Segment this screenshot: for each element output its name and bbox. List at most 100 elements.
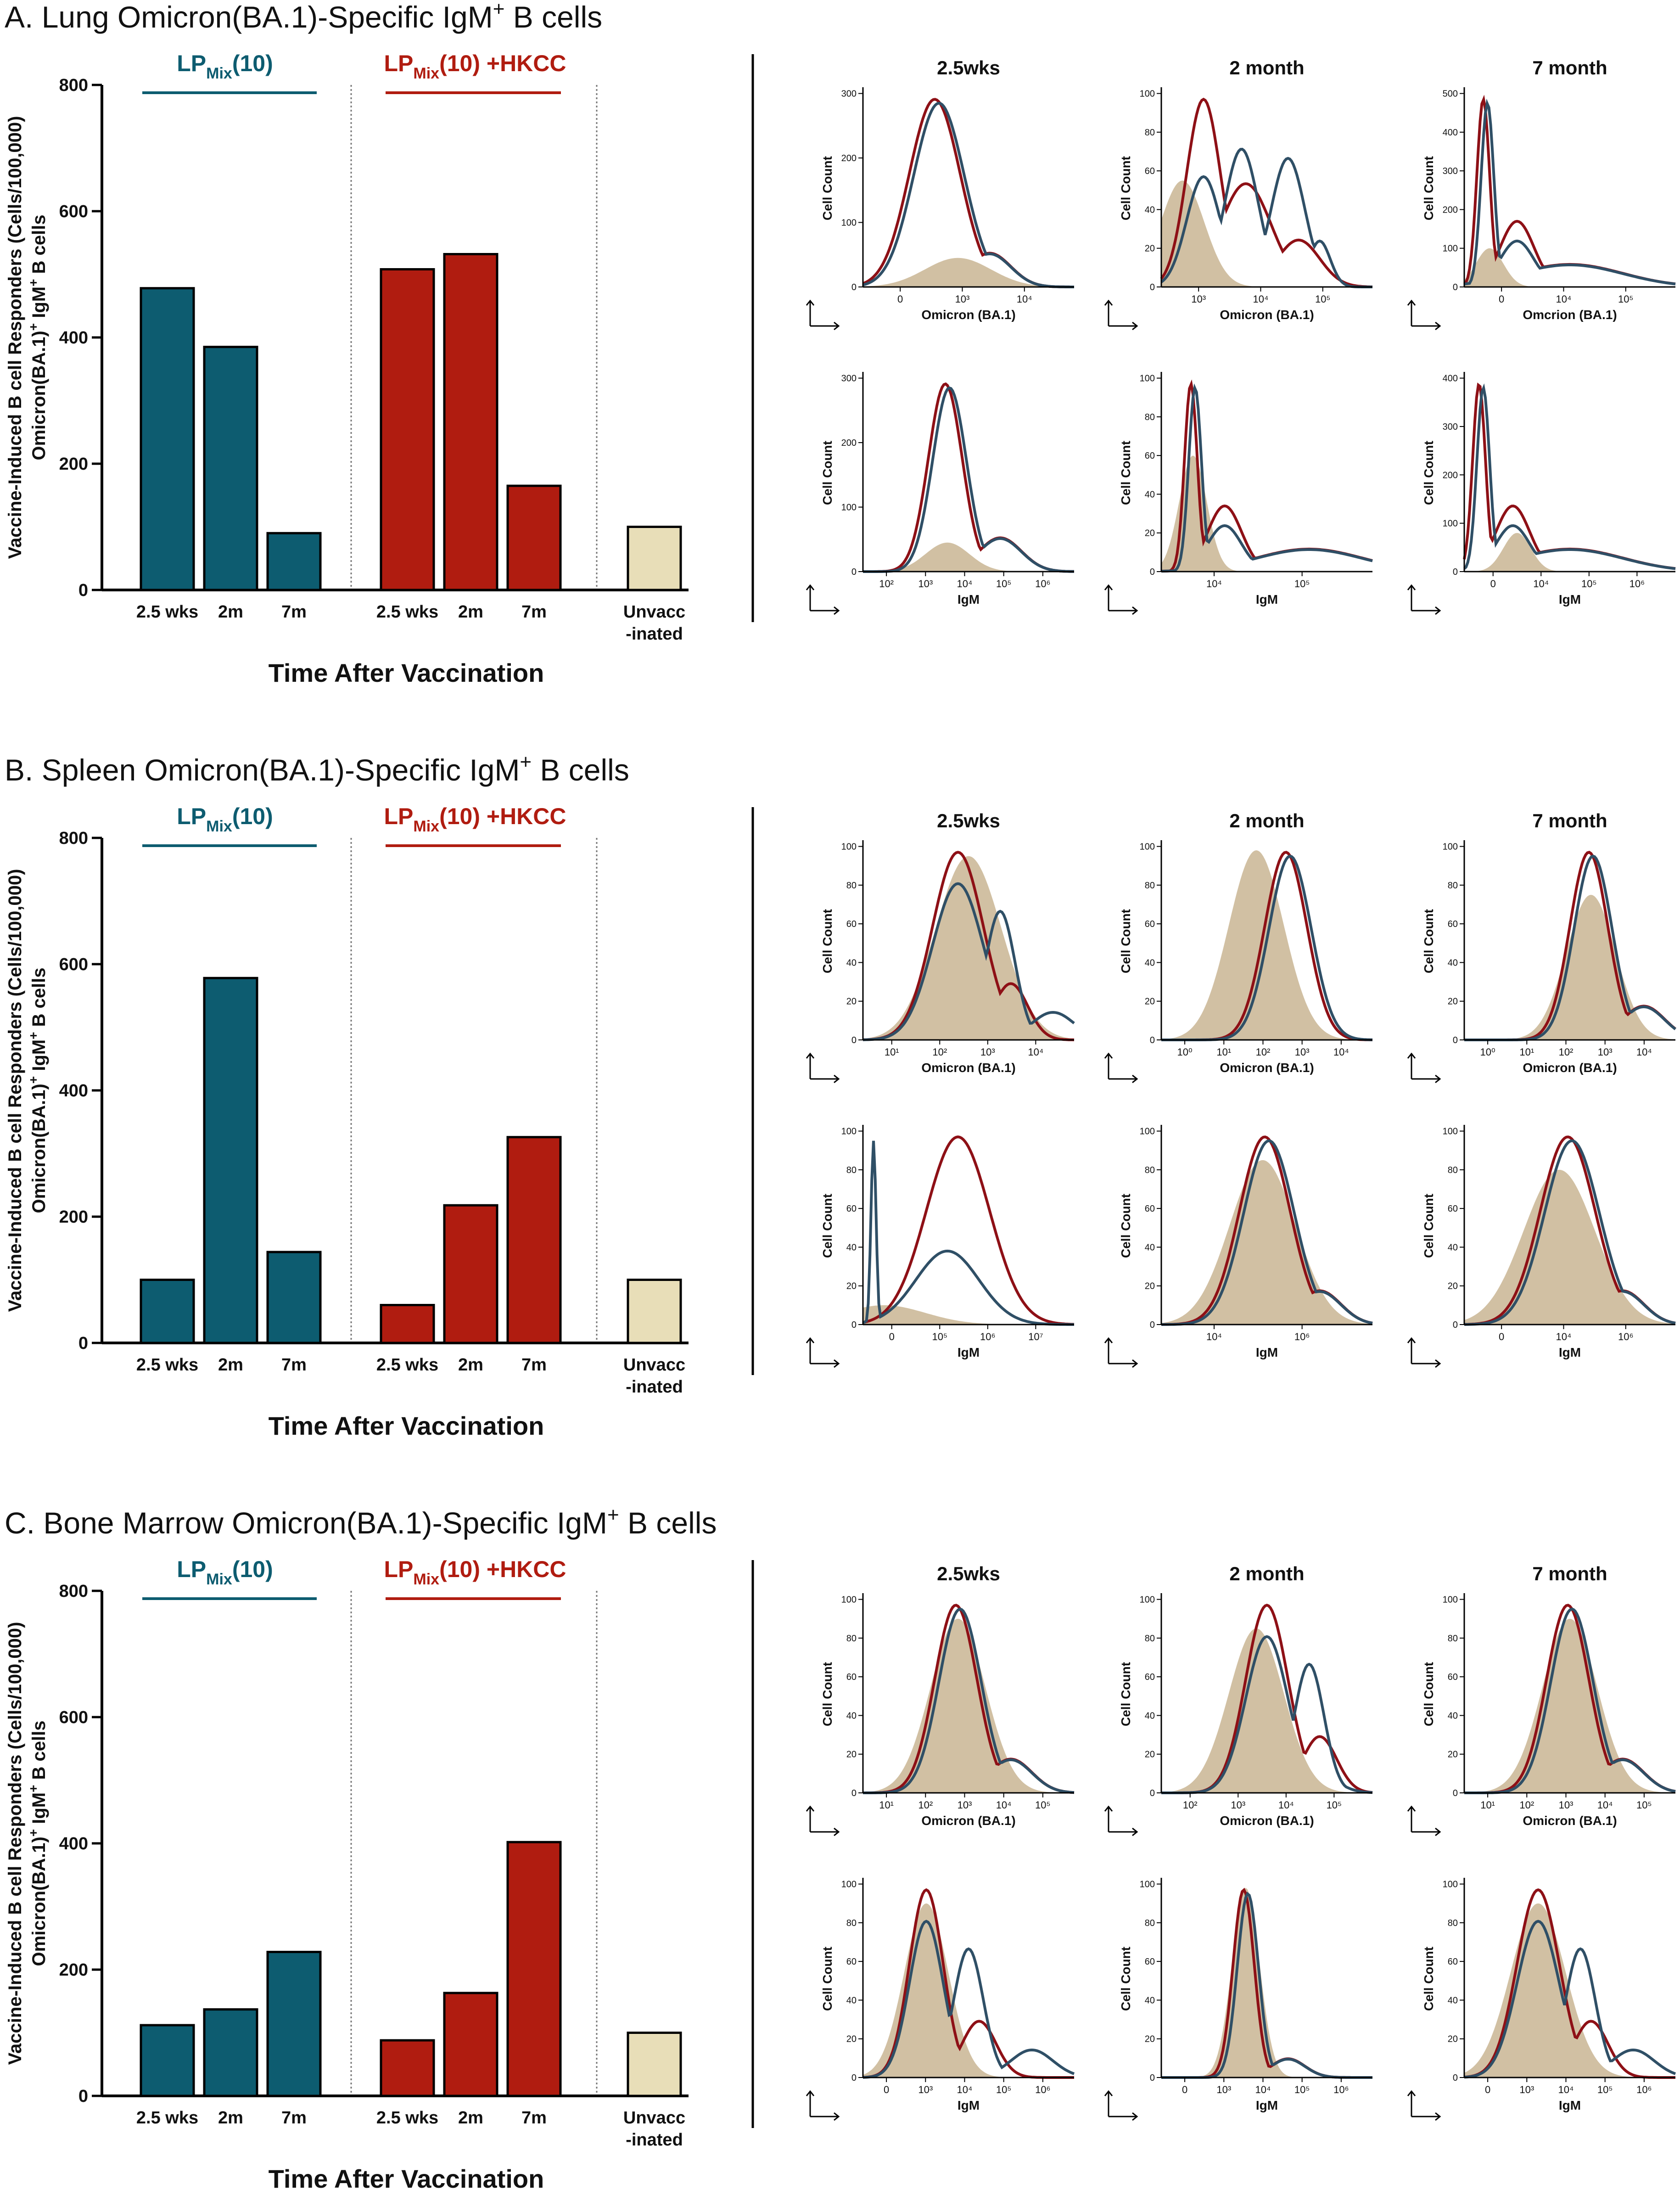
histogram-curve-hkcc [1464,1888,1675,2079]
histogram-y-tick-label: 0 [851,1788,857,1798]
histogram-x-label: IgM [958,1345,980,1359]
histogram-column-title: 2 month [1229,810,1304,831]
y-label-sup: + [26,1829,40,1836]
histogram-y-tick-label: 60 [1448,1672,1458,1682]
group-sub: Mix [206,1571,232,1588]
histogram-y-tick-label: 300 [841,374,857,384]
histogram-x-tick-label: 10³ [1191,293,1206,305]
histogram-x-label: Omcrion (BA.1) [1523,308,1617,322]
histogram-curve-lpmix [862,882,1075,1041]
histogram-y-tick-label: 80 [1145,1165,1155,1175]
histogram-x-label: Omicron (BA.1) [1523,1061,1617,1075]
histogram-y-tick-label: 80 [846,1634,857,1644]
group-header: LPMix(10) +HKCC [384,803,566,835]
histogram-x-tick-label: 10² [918,1799,933,1811]
histogram-y-tick-label: 60 [1145,1672,1155,1682]
histogram-y-tick-label: 100 [1140,842,1155,852]
histogram-fill-unvaccinated [1464,248,1675,287]
histogram-y-tick-label: 0 [851,282,857,292]
histogram-curve-hkcc [1160,97,1373,288]
histogram-x-tick-label: 10⁰ [1177,1046,1192,1058]
axes-orientation-icon [1407,299,1441,331]
histogram-y-tick-label: 80 [1145,1918,1155,1928]
histogram: 0 100 200 300 10² 10³ 10⁴ 10⁵ 10⁶ IgM Cell Count [806,372,1074,615]
histogram-x-tick-label: 10⁴ [1255,2084,1271,2095]
axes-orientation-icon [1104,1805,1138,1836]
histogram-y-tick-label: 0 [851,1035,857,1045]
histogram-y-label: Cell Count [1119,1947,1133,2011]
category-label: 2m [218,2108,243,2128]
histogram-y-tick-label: 100 [1140,89,1155,99]
histogram: 0 20 40 60 80 100 0 10³ 10⁴ 10⁵ 10⁶ IgM Cell Count [1407,1878,1676,2121]
histogram-x-tick-label: 10³ [1231,1799,1245,1811]
histogram-x-tick-label: 0 [884,2084,889,2095]
histogram-y-tick-label: 100 [1443,519,1458,529]
histogram-column-title: 7 month [1532,1563,1607,1584]
bar-Unvacc [627,2032,682,2097]
group-sub: Mix [206,65,232,82]
histogram-y-tick-label: 40 [1145,1995,1155,2005]
group-name: LP [384,803,413,829]
y-tick-label: 600 [59,1708,88,1727]
histogram-y-tick-label: 0 [1150,282,1155,292]
histogram-fill-unvaccinated [1464,1169,1675,1325]
group-suffix: (10) +HKCC [439,803,566,829]
histogram-x-tick-label: 10⁴ [1558,2084,1574,2095]
group-header: LPMix(10) [177,803,273,835]
histogram-x-label: IgM [1559,1345,1581,1359]
histogram-y-tick-label: 20 [1145,528,1155,539]
histogram-x-tick-label: 10² [879,578,894,590]
axes-orientation-icon [806,1052,840,1084]
panel-title-sup: + [520,751,532,773]
category-label: 2.5 wks [136,2108,198,2128]
histogram-y-tick-label: 40 [1448,1995,1458,2005]
histogram-y-tick-label: 100 [841,218,857,228]
histogram-y-tick-label: 20 [1145,1281,1155,1292]
histogram-curve-hkcc [862,851,1075,1041]
histogram-y-tick-label: 20 [846,997,857,1007]
category-label: 2m [218,1355,243,1375]
histogram-y-tick-label: 100 [1443,1595,1458,1605]
histogram-x-tick-label: 0 [1490,578,1496,590]
histogram: 0 20 40 60 80 100 0 10⁴ 10⁶ IgM Cell Count [1407,1125,1676,1368]
histogram-x-tick-label: 10⁵ [932,1331,947,1342]
histogram-y-label: Cell Count [820,1947,834,2011]
histogram-y-tick-label: 0 [1150,2073,1155,2083]
panel-title: C. Bone Marrow Omicron(BA.1)-Specific Ig… [5,1504,717,1540]
histogram-x-tick-label: 0 [1499,293,1504,305]
histogram-x-tick-label: 10³ [958,1799,972,1811]
category-label: -inated [626,1377,683,1397]
histogram-x-label: Omicron (BA.1) [921,1061,1015,1075]
histogram-x-tick-label: 10⁶ [1636,2084,1652,2095]
axes-orientation-icon [1104,1337,1138,1368]
histogram-curve-lpmix [862,1140,1074,1326]
histogram-y-tick-label: 20 [1448,1281,1458,1292]
histogram: 0 20 40 60 80 100 10⁴ 10⁶ IgM Cell Count [1104,1125,1373,1368]
histogram-y-tick-label: 0 [1453,282,1458,292]
bar-7m [266,532,322,591]
group-sub: Mix [413,818,439,835]
histogram-x-tick-label: 10² [1256,1046,1271,1058]
histogram: 0 20 40 60 80 100 10² 10³ 10⁴ 10⁵ Omicron (BA.1) Ce… [1104,1593,1373,1836]
histogram-curve-lpmix [863,386,1074,573]
histogram-y-label: Cell Count [1119,909,1133,973]
histogram-y-tick-label: 100 [1140,1127,1155,1137]
category-label: 2.5 wks [376,602,438,622]
histogram-y-tick-label: 40 [846,1242,857,1252]
histogram-y-tick-label: 60 [1145,919,1155,929]
histogram-y-label: Cell Count [1119,441,1133,505]
histogram-y-tick-label: 80 [1448,881,1458,891]
histogram-x-label: Omicron (BA.1) [1220,1061,1314,1075]
histogram-x-tick-label: 0 [1485,2084,1490,2095]
histogram-curve-hkcc [862,1135,1075,1326]
bar-2m [203,977,258,1344]
histogram-x-tick-label: 10⁵ [1636,1799,1652,1811]
histogram-y-tick-label: 60 [846,919,857,929]
x-axis-label: Time After Vaccination [269,658,544,687]
histogram-y-tick-label: 60 [1448,919,1458,929]
histogram-y-tick-label: 100 [1443,1880,1458,1890]
bar-7m [266,1251,322,1344]
category-label: -inated [626,2130,683,2150]
